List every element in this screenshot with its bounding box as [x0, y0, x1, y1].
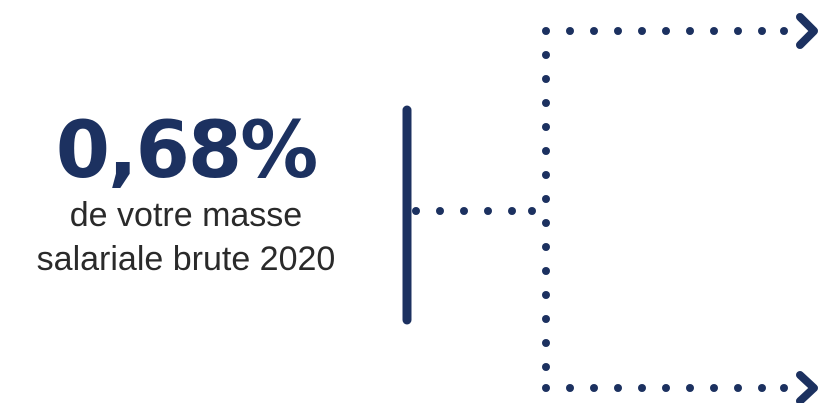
stat-caption-line-2: salariale brute 2020 [36, 240, 336, 278]
bottom-branch-dots [566, 384, 788, 392]
chevron-right-icon [796, 13, 818, 49]
chevron-right-icon [796, 371, 818, 403]
stat-caption-line-1: de votre masse [69, 196, 303, 234]
top-branch-dots [566, 27, 788, 35]
stat-value: 0,68% [55, 106, 319, 196]
connector-dots [412, 207, 536, 215]
trunk-dots [542, 27, 550, 392]
stat-block: 0,68% de votre masse salariale brute 202… [0, 108, 372, 282]
